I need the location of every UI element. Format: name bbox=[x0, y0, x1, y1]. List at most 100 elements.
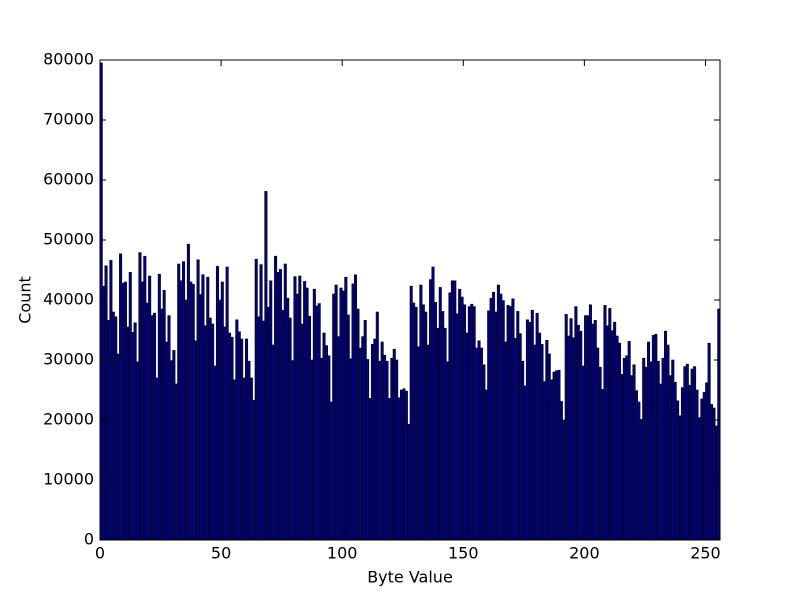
bar bbox=[591, 323, 595, 541]
bar bbox=[237, 331, 241, 541]
bar bbox=[676, 400, 680, 541]
bar bbox=[443, 327, 447, 541]
bar bbox=[540, 344, 544, 541]
bar bbox=[564, 314, 568, 541]
y-tick-label: 40000 bbox=[43, 290, 94, 309]
bar bbox=[484, 389, 488, 541]
bar bbox=[320, 357, 324, 541]
bar bbox=[409, 285, 413, 541]
bar bbox=[710, 404, 714, 541]
bar bbox=[465, 332, 469, 541]
bar bbox=[450, 280, 454, 541]
bar bbox=[303, 281, 307, 541]
bar bbox=[213, 365, 217, 541]
bar bbox=[668, 375, 672, 541]
bar bbox=[341, 290, 345, 541]
bar bbox=[446, 361, 450, 541]
x-tick-label: 250 bbox=[690, 544, 721, 563]
bar bbox=[310, 359, 314, 541]
bar bbox=[513, 338, 517, 541]
bar bbox=[552, 371, 556, 541]
bar bbox=[690, 368, 694, 541]
bar bbox=[525, 319, 529, 541]
bar bbox=[487, 310, 491, 541]
bar bbox=[240, 338, 244, 541]
bar bbox=[274, 255, 278, 541]
bar bbox=[162, 290, 166, 541]
bar bbox=[291, 360, 295, 541]
bar bbox=[695, 389, 699, 541]
bar bbox=[567, 335, 571, 541]
bar bbox=[584, 315, 588, 541]
bar bbox=[489, 297, 493, 541]
bar bbox=[707, 342, 711, 541]
bar bbox=[378, 360, 382, 541]
bar bbox=[412, 302, 416, 541]
bar bbox=[642, 357, 646, 541]
bar bbox=[576, 324, 580, 541]
bar bbox=[215, 266, 219, 541]
bar bbox=[470, 303, 474, 541]
bar bbox=[220, 281, 224, 541]
bar bbox=[593, 320, 597, 541]
bar bbox=[598, 366, 602, 541]
bar bbox=[569, 318, 573, 541]
bar bbox=[622, 357, 626, 541]
bar bbox=[329, 401, 333, 541]
bar bbox=[375, 311, 379, 541]
bar bbox=[177, 263, 181, 541]
bar bbox=[232, 379, 236, 541]
bar bbox=[293, 276, 297, 541]
bar bbox=[400, 389, 404, 541]
bar bbox=[424, 311, 428, 541]
bar bbox=[196, 259, 200, 541]
bar bbox=[322, 332, 326, 541]
bar bbox=[264, 191, 268, 541]
bar bbox=[419, 284, 423, 541]
bar bbox=[608, 308, 612, 541]
bar bbox=[324, 345, 328, 541]
bar bbox=[225, 266, 229, 541]
bar bbox=[656, 360, 660, 541]
bar bbox=[511, 298, 515, 541]
bar bbox=[429, 279, 433, 541]
bar bbox=[276, 272, 280, 541]
bar bbox=[632, 364, 636, 541]
bar bbox=[678, 415, 682, 541]
bar bbox=[397, 397, 401, 541]
bar bbox=[370, 344, 374, 541]
bar bbox=[637, 401, 641, 541]
bar bbox=[402, 388, 406, 541]
bar bbox=[269, 280, 273, 541]
bar bbox=[506, 305, 510, 541]
bar bbox=[671, 359, 675, 541]
bar bbox=[102, 285, 106, 541]
bar bbox=[339, 287, 343, 541]
bar bbox=[702, 392, 706, 541]
bar bbox=[644, 366, 648, 541]
bar bbox=[421, 304, 425, 541]
y-tick-label: 30000 bbox=[43, 350, 94, 369]
bar bbox=[639, 419, 643, 541]
bar bbox=[242, 377, 246, 541]
bar bbox=[630, 375, 634, 541]
bar bbox=[654, 333, 658, 541]
bar bbox=[203, 325, 207, 541]
bar bbox=[666, 344, 670, 541]
y-tick-label: 0 bbox=[84, 530, 94, 549]
bar bbox=[228, 332, 232, 541]
bar bbox=[426, 344, 430, 541]
bar bbox=[494, 311, 498, 541]
bar bbox=[131, 332, 135, 541]
bar bbox=[368, 398, 372, 541]
bar bbox=[361, 336, 365, 541]
bar bbox=[414, 306, 418, 541]
bar bbox=[198, 294, 203, 541]
bar bbox=[317, 303, 321, 541]
bar bbox=[380, 341, 384, 541]
bar bbox=[663, 330, 668, 541]
bar bbox=[136, 361, 140, 541]
bar bbox=[312, 288, 316, 541]
bar bbox=[613, 321, 617, 541]
